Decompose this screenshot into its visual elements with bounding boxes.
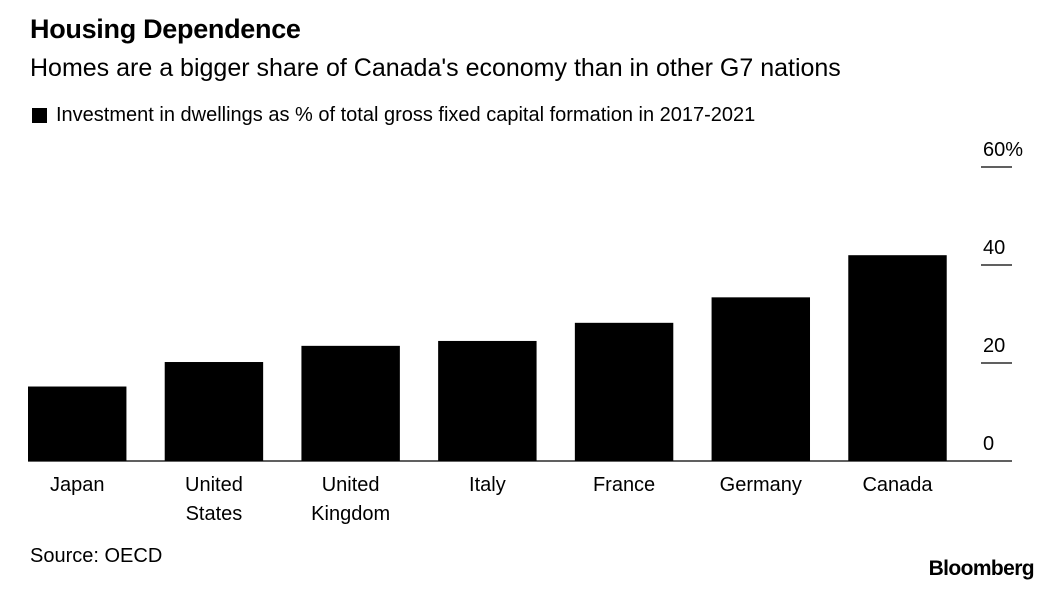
bar-3 bbox=[438, 340, 537, 461]
legend-label: Investment in dwellings as % of total gr… bbox=[56, 104, 756, 126]
bloomberg-logo: Bloomberg bbox=[928, 557, 1035, 580]
bar-2 bbox=[301, 345, 400, 461]
x-tick-label-4-0: France bbox=[593, 474, 655, 496]
y-tick-label-3: 60% bbox=[983, 139, 1023, 161]
y-tick-label-2: 40 bbox=[983, 237, 1005, 259]
x-tick-label-1-0: United bbox=[185, 474, 243, 496]
x-tick-label-6-0: Canada bbox=[862, 474, 933, 496]
x-tick-label-3-0: Italy bbox=[469, 474, 506, 496]
x-tick-label-2-1: Kingdom bbox=[311, 503, 390, 525]
bar-5 bbox=[711, 297, 811, 461]
bar-1 bbox=[164, 362, 264, 461]
x-tick-label-2-0: United bbox=[322, 474, 380, 496]
x-tick-label-1-1: States bbox=[186, 503, 243, 525]
bar-4 bbox=[574, 322, 674, 461]
x-tick-label-0-0: Japan bbox=[50, 474, 105, 496]
y-tick-label-1: 20 bbox=[983, 335, 1005, 357]
bar-6 bbox=[848, 255, 947, 461]
legend: Investment in dwellings as % of total gr… bbox=[32, 104, 755, 127]
x-tick-label-5-0: Germany bbox=[720, 474, 802, 496]
bar-0 bbox=[28, 386, 127, 461]
source-note: Source: OECD bbox=[30, 545, 163, 567]
chart-title: Housing Dependence bbox=[30, 14, 301, 44]
y-tick-label-0: 0 bbox=[983, 433, 994, 455]
chart-subtitle: Homes are a bigger share of Canada's eco… bbox=[30, 54, 841, 82]
legend-swatch bbox=[32, 108, 47, 123]
